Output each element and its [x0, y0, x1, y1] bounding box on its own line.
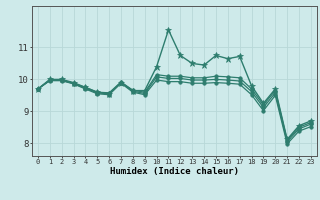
X-axis label: Humidex (Indice chaleur): Humidex (Indice chaleur) [110, 167, 239, 176]
